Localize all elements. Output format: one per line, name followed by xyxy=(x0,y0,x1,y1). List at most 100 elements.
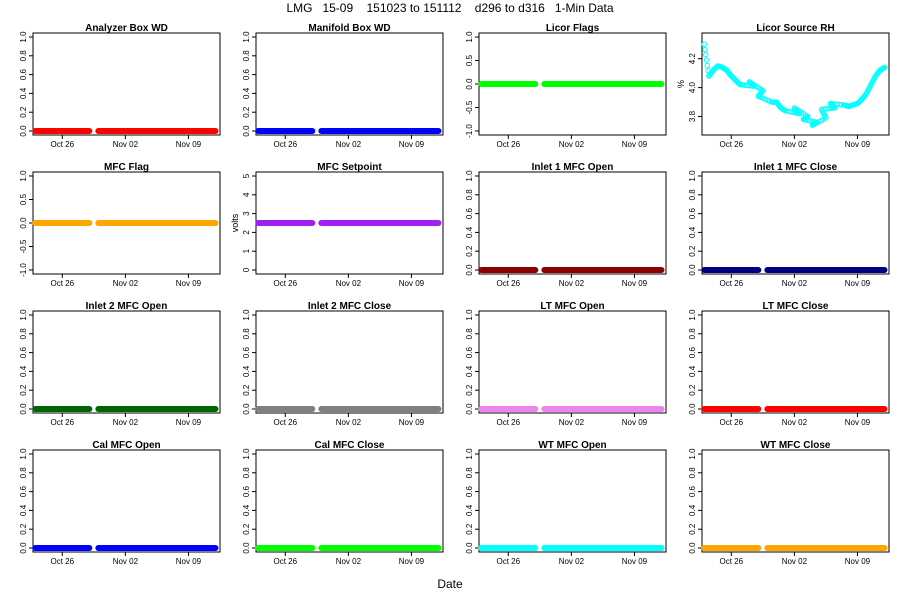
y-tick-label: 0.2 xyxy=(688,245,697,257)
x-tick-label: Nov 09 xyxy=(845,418,871,427)
x-tick-label: Nov 02 xyxy=(336,279,362,288)
x-tick-label: Nov 09 xyxy=(622,557,648,566)
y-tick-label: 0.6 xyxy=(688,346,697,358)
y-tick-label: 0.8 xyxy=(19,50,28,62)
y-tick-label: 0.2 xyxy=(19,106,28,118)
y-tick-label: 0.2 xyxy=(688,384,697,396)
x-tick-label: Nov 09 xyxy=(399,557,425,566)
y-tick-label: 0.4 xyxy=(19,87,28,99)
y-tick-label: 0.0 xyxy=(688,542,697,554)
series xyxy=(701,41,888,128)
y-tick-label: 0.8 xyxy=(465,328,474,340)
panel: MFC Flag -1.0 -0.5 0.0 0.5 1.0 Oct 26 Nov 02 Nov… xyxy=(19,162,221,288)
x-tick-label: Oct 26 xyxy=(51,418,75,427)
y-tick-label: 0.5 xyxy=(19,193,28,205)
y-axis-label: volts xyxy=(230,213,240,232)
y-tick-label: 0.4 xyxy=(465,504,474,516)
panel: Manifold Box WD 0.0 0.2 0.4 0.6 0.8 1.0 Oct 26 N… xyxy=(242,23,444,149)
y-tick-label: 0.0 xyxy=(465,542,474,554)
x-tick-label: Oct 26 xyxy=(720,418,744,427)
y-tick-label: 0.2 xyxy=(19,384,28,396)
panel-title: MFC Setpoint xyxy=(317,162,382,173)
x-tick-label: Nov 09 xyxy=(845,557,871,566)
y-tick-label: 0.2 xyxy=(465,523,474,535)
y-axis-label: % xyxy=(676,80,686,88)
x-tick-label: Nov 09 xyxy=(176,140,202,149)
x-tick-label: Nov 09 xyxy=(399,418,425,427)
y-tick-label: 0.2 xyxy=(19,523,28,535)
y-tick-label: 0.8 xyxy=(688,189,697,201)
y-tick-label: 0.6 xyxy=(688,485,697,497)
y-tick-label: 0.6 xyxy=(465,346,474,358)
x-tick-label: Nov 09 xyxy=(399,279,425,288)
x-tick-label: Oct 26 xyxy=(274,279,298,288)
x-tick-label: Nov 09 xyxy=(845,279,871,288)
y-tick-label: 0.2 xyxy=(242,523,251,535)
panel-title: Cal MFC Close xyxy=(314,440,384,451)
panel: Licor Flags -1.0 -0.5 0.0 0.5 1.0 Oct 26 Nov 02… xyxy=(465,23,667,149)
y-tick-label: 0.6 xyxy=(465,207,474,219)
x-tick-label: Nov 02 xyxy=(336,557,362,566)
y-tick-label: 0.0 xyxy=(465,264,474,276)
y-tick-label: 2 xyxy=(242,230,251,235)
x-tick-label: Nov 02 xyxy=(113,140,139,149)
y-tick-label: 1.0 xyxy=(19,170,28,182)
x-tick-label: Nov 02 xyxy=(782,279,808,288)
x-tick-label: Nov 02 xyxy=(559,279,585,288)
x-tick-label: Oct 26 xyxy=(497,140,521,149)
y-tick-label: 0.0 xyxy=(688,403,697,415)
y-tick-label: 0.0 xyxy=(19,217,28,229)
panel: Licor Source RH 3.8 4.0 4.2 Oct 26 Nov 02 Nov … xyxy=(676,23,890,149)
y-tick-label: 0.4 xyxy=(688,226,697,238)
y-tick-label: 0.8 xyxy=(465,189,474,201)
x-tick-label: Nov 02 xyxy=(782,557,808,566)
panel-title: Manifold Box WD xyxy=(308,23,390,34)
panel: MFC Setpoint 0 1 2 3 4 5 Oct 26 Nov 02 Nov 09 volt… xyxy=(230,162,444,288)
x-tick-label: Nov 02 xyxy=(559,418,585,427)
data-point xyxy=(736,81,743,87)
panel: Inlet 1 MFC Open 0.0 0.2 0.4 0.6 0.8 1.0 Oct 26… xyxy=(465,162,667,288)
y-tick-label: 0.4 xyxy=(19,365,28,377)
x-tick-label: Nov 09 xyxy=(845,140,871,149)
y-tick-label: 0.8 xyxy=(688,328,697,340)
data-point xyxy=(702,46,708,53)
x-tick-label: Nov 09 xyxy=(622,140,648,149)
panel-title: Inlet 1 MFC Close xyxy=(754,162,838,173)
y-tick-label: -0.5 xyxy=(19,239,28,253)
y-tick-label: 0.4 xyxy=(688,365,697,377)
y-tick-label: 0.4 xyxy=(242,504,251,516)
plot-frame xyxy=(255,449,444,553)
data-point xyxy=(701,41,707,47)
y-tick-label: 0.8 xyxy=(242,50,251,62)
plot-frame xyxy=(701,449,890,553)
y-tick-label: 0.2 xyxy=(242,106,251,118)
plot-frame xyxy=(255,32,444,136)
x-tick-label: Nov 02 xyxy=(336,418,362,427)
panel: Inlet 2 MFC Close 0.0 0.2 0.4 0.6 0.8 1.0 Oct 2… xyxy=(242,301,444,427)
panel-title: WT MFC Open xyxy=(538,440,606,451)
x-tick-label: Nov 02 xyxy=(559,557,585,566)
panel-title: LT MFC Close xyxy=(763,301,829,312)
y-tick-label: 0.6 xyxy=(242,68,251,80)
y-tick-label: 0.6 xyxy=(19,68,28,80)
panel-title: Cal MFC Open xyxy=(92,440,160,451)
y-tick-label: 0.8 xyxy=(688,467,697,479)
y-tick-label: 4.0 xyxy=(688,82,697,94)
panel: Cal MFC Open 0.0 0.2 0.4 0.6 0.8 1.0 Oct 26 Nov … xyxy=(19,440,221,566)
x-tick-label: Nov 02 xyxy=(336,140,362,149)
panel-title: LT MFC Open xyxy=(540,301,604,312)
y-tick-label: 0.0 xyxy=(242,542,251,554)
plot-frame xyxy=(32,310,221,414)
y-tick-label: 0.5 xyxy=(465,54,474,66)
y-tick-label: 4 xyxy=(242,192,251,197)
y-tick-label: 0.2 xyxy=(688,523,697,535)
x-tick-label: Nov 09 xyxy=(622,418,648,427)
x-tick-label: Nov 09 xyxy=(176,279,202,288)
panel: WT MFC Close 0.0 0.2 0.4 0.6 0.8 1.0 Oct 26 Nov … xyxy=(688,440,890,566)
y-tick-label: 1.0 xyxy=(242,448,251,460)
data-point xyxy=(703,52,709,58)
y-tick-label: 1.0 xyxy=(242,31,251,43)
y-tick-label: 1 xyxy=(242,248,251,253)
y-tick-label: 3 xyxy=(242,211,251,216)
